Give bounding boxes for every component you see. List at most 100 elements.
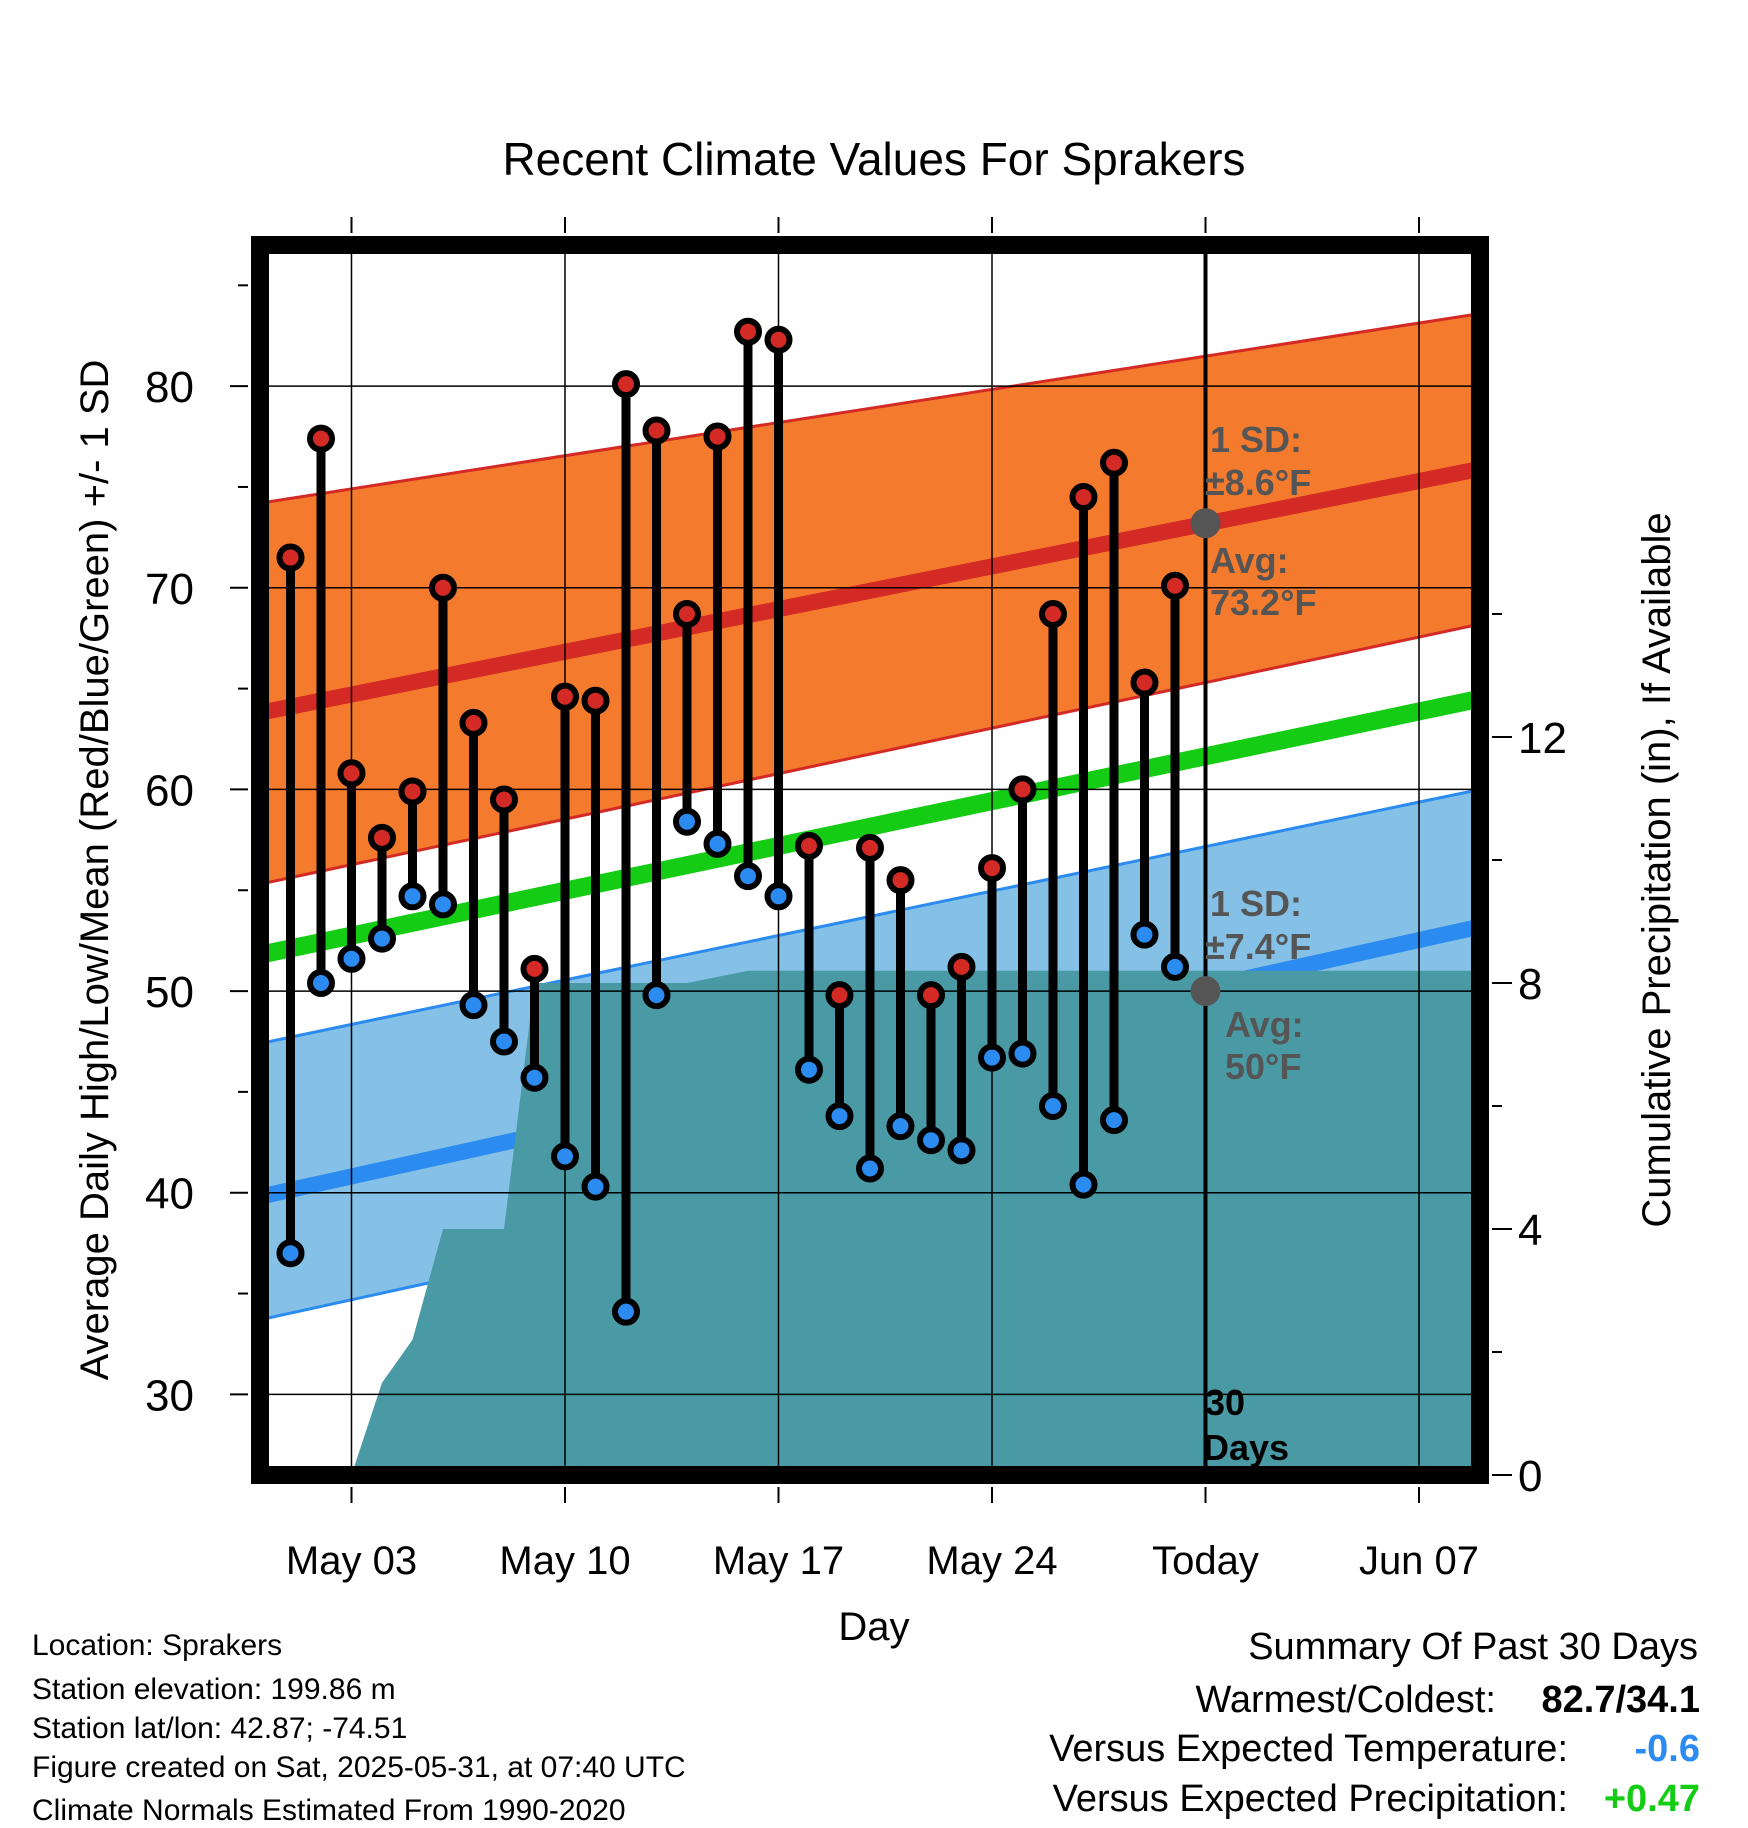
high-point xyxy=(673,600,701,628)
high-point xyxy=(307,424,335,453)
high-point xyxy=(917,981,945,1010)
high-point xyxy=(1161,571,1189,600)
mean-normal-line xyxy=(260,689,1480,964)
plot-frame xyxy=(251,236,1489,1484)
high-normal-line xyxy=(260,460,1480,721)
high-band-upper-edge xyxy=(260,312,1480,505)
low-point xyxy=(368,924,396,953)
x-tick-label: May 10 xyxy=(499,1539,630,1583)
precip-area xyxy=(351,970,1480,1475)
low-annotation: 1 SD: ±7.4°F Avg: 50°F xyxy=(1205,883,1311,1087)
low-sd-label: 1 SD: xyxy=(1210,883,1302,924)
y-tick-label: 50 xyxy=(145,968,194,1017)
high-sd-label: 1 SD: xyxy=(1210,419,1302,460)
temp-value: -0.6 xyxy=(1635,1728,1700,1770)
low-point xyxy=(398,882,427,911)
high-annotation: 1 SD: ±8.6°F Avg: 73.2°F xyxy=(1205,419,1316,623)
low-point xyxy=(1100,1106,1128,1135)
high-avg-value: 73.2°F xyxy=(1210,582,1316,623)
today-label-line2: Days xyxy=(1203,1427,1289,1468)
today-label-line1: 30 xyxy=(1205,1382,1245,1423)
y-tick-label: 30 xyxy=(145,1371,194,1420)
y2-tick-label: 0 xyxy=(1518,1452,1542,1501)
normals-text: Climate Normals Estimated From 1990-2020 xyxy=(32,1794,626,1827)
y2-tick-label: 12 xyxy=(1518,714,1567,763)
precip-label: Versus Expected Precipitation: xyxy=(1053,1778,1568,1820)
high-band-lower-edge xyxy=(260,622,1480,886)
high-point xyxy=(1069,483,1098,512)
low-point xyxy=(673,807,701,836)
high-point xyxy=(978,854,1006,883)
summary-panel: Summary Of Past 30 Days Warmest/Coldest:… xyxy=(1049,1626,1700,1820)
y2-axis-label: Cumulative Precipitation (in), If Availa… xyxy=(1635,512,1679,1227)
x-tick-label: Jun 07 xyxy=(1359,1539,1479,1583)
low-point xyxy=(642,981,671,1010)
low-point xyxy=(764,882,793,911)
y-axis-label: Average Daily High/Low/Mean (Red/Blue/Gr… xyxy=(73,360,117,1381)
low-point xyxy=(1161,952,1189,981)
low-point xyxy=(917,1126,945,1155)
location-text: Location: Sprakers xyxy=(32,1629,282,1662)
high-point xyxy=(642,416,671,445)
low-point xyxy=(734,862,762,891)
high-point xyxy=(459,708,488,737)
today-annotation: 30 Days xyxy=(1203,1382,1289,1468)
low-point xyxy=(612,1297,640,1326)
low-point xyxy=(429,890,457,919)
elevation-text: Station elevation: 199.86 m xyxy=(32,1673,396,1706)
y-tick-label: 40 xyxy=(145,1170,194,1219)
high-sd-value: ±8.6°F xyxy=(1205,462,1311,503)
low-point xyxy=(1130,920,1159,949)
low-point xyxy=(795,1055,823,1084)
y-tick-label: 70 xyxy=(145,565,194,614)
summary-title: Summary Of Past 30 Days xyxy=(1248,1626,1698,1668)
high-point xyxy=(703,422,732,451)
high-point xyxy=(764,325,793,354)
low-sd-value: ±7.4°F xyxy=(1205,926,1311,967)
x-tick-label: May 03 xyxy=(286,1539,417,1583)
x-tick-label: May 24 xyxy=(926,1539,1057,1583)
high-point xyxy=(337,759,366,788)
y-tick-label: 60 xyxy=(145,766,194,815)
high-point xyxy=(856,833,884,862)
high-point xyxy=(612,370,640,399)
high-point xyxy=(551,682,579,711)
low-avg-value: 50°F xyxy=(1225,1046,1301,1087)
low-point xyxy=(825,1102,854,1131)
high-point xyxy=(886,866,915,895)
low-point xyxy=(337,944,366,973)
high-avg-marker xyxy=(1190,508,1221,539)
y2-tick-label: 8 xyxy=(1518,960,1542,1009)
low-point xyxy=(1069,1170,1098,1199)
low-point xyxy=(947,1136,976,1165)
low-point xyxy=(459,991,488,1020)
low-point xyxy=(886,1112,915,1141)
warm-cold-label: Warmest/Coldest: xyxy=(1195,1679,1496,1721)
low-point xyxy=(856,1154,884,1183)
high-point xyxy=(581,686,610,715)
y-tick-label: 80 xyxy=(145,363,194,412)
temp-label: Versus Expected Temperature: xyxy=(1049,1728,1568,1770)
chart-title: Recent Climate Values For Sprakers xyxy=(502,133,1245,185)
low-point xyxy=(1008,1039,1037,1068)
created-text: Figure created on Sat, 2025-05-31, at 07… xyxy=(32,1751,686,1784)
high-point xyxy=(734,317,762,346)
low-point xyxy=(490,1027,518,1056)
high-point xyxy=(795,831,823,860)
station-info: Location: Sprakers Station elevation: 19… xyxy=(32,1629,686,1827)
low-point xyxy=(1039,1092,1067,1120)
y2-tick-label: 4 xyxy=(1518,1206,1542,1255)
low-point xyxy=(276,1239,305,1268)
high-point xyxy=(1100,448,1128,477)
low-point xyxy=(978,1043,1006,1072)
low-point xyxy=(551,1142,579,1171)
warm-cold-value: 82.7/34.1 xyxy=(1542,1679,1700,1721)
low-point xyxy=(581,1172,610,1201)
low-point xyxy=(520,1063,549,1092)
high-point xyxy=(490,785,518,814)
high-point xyxy=(825,981,854,1010)
high-point xyxy=(429,573,457,602)
high-point xyxy=(1008,775,1037,804)
low-avg-marker xyxy=(1190,976,1221,1007)
